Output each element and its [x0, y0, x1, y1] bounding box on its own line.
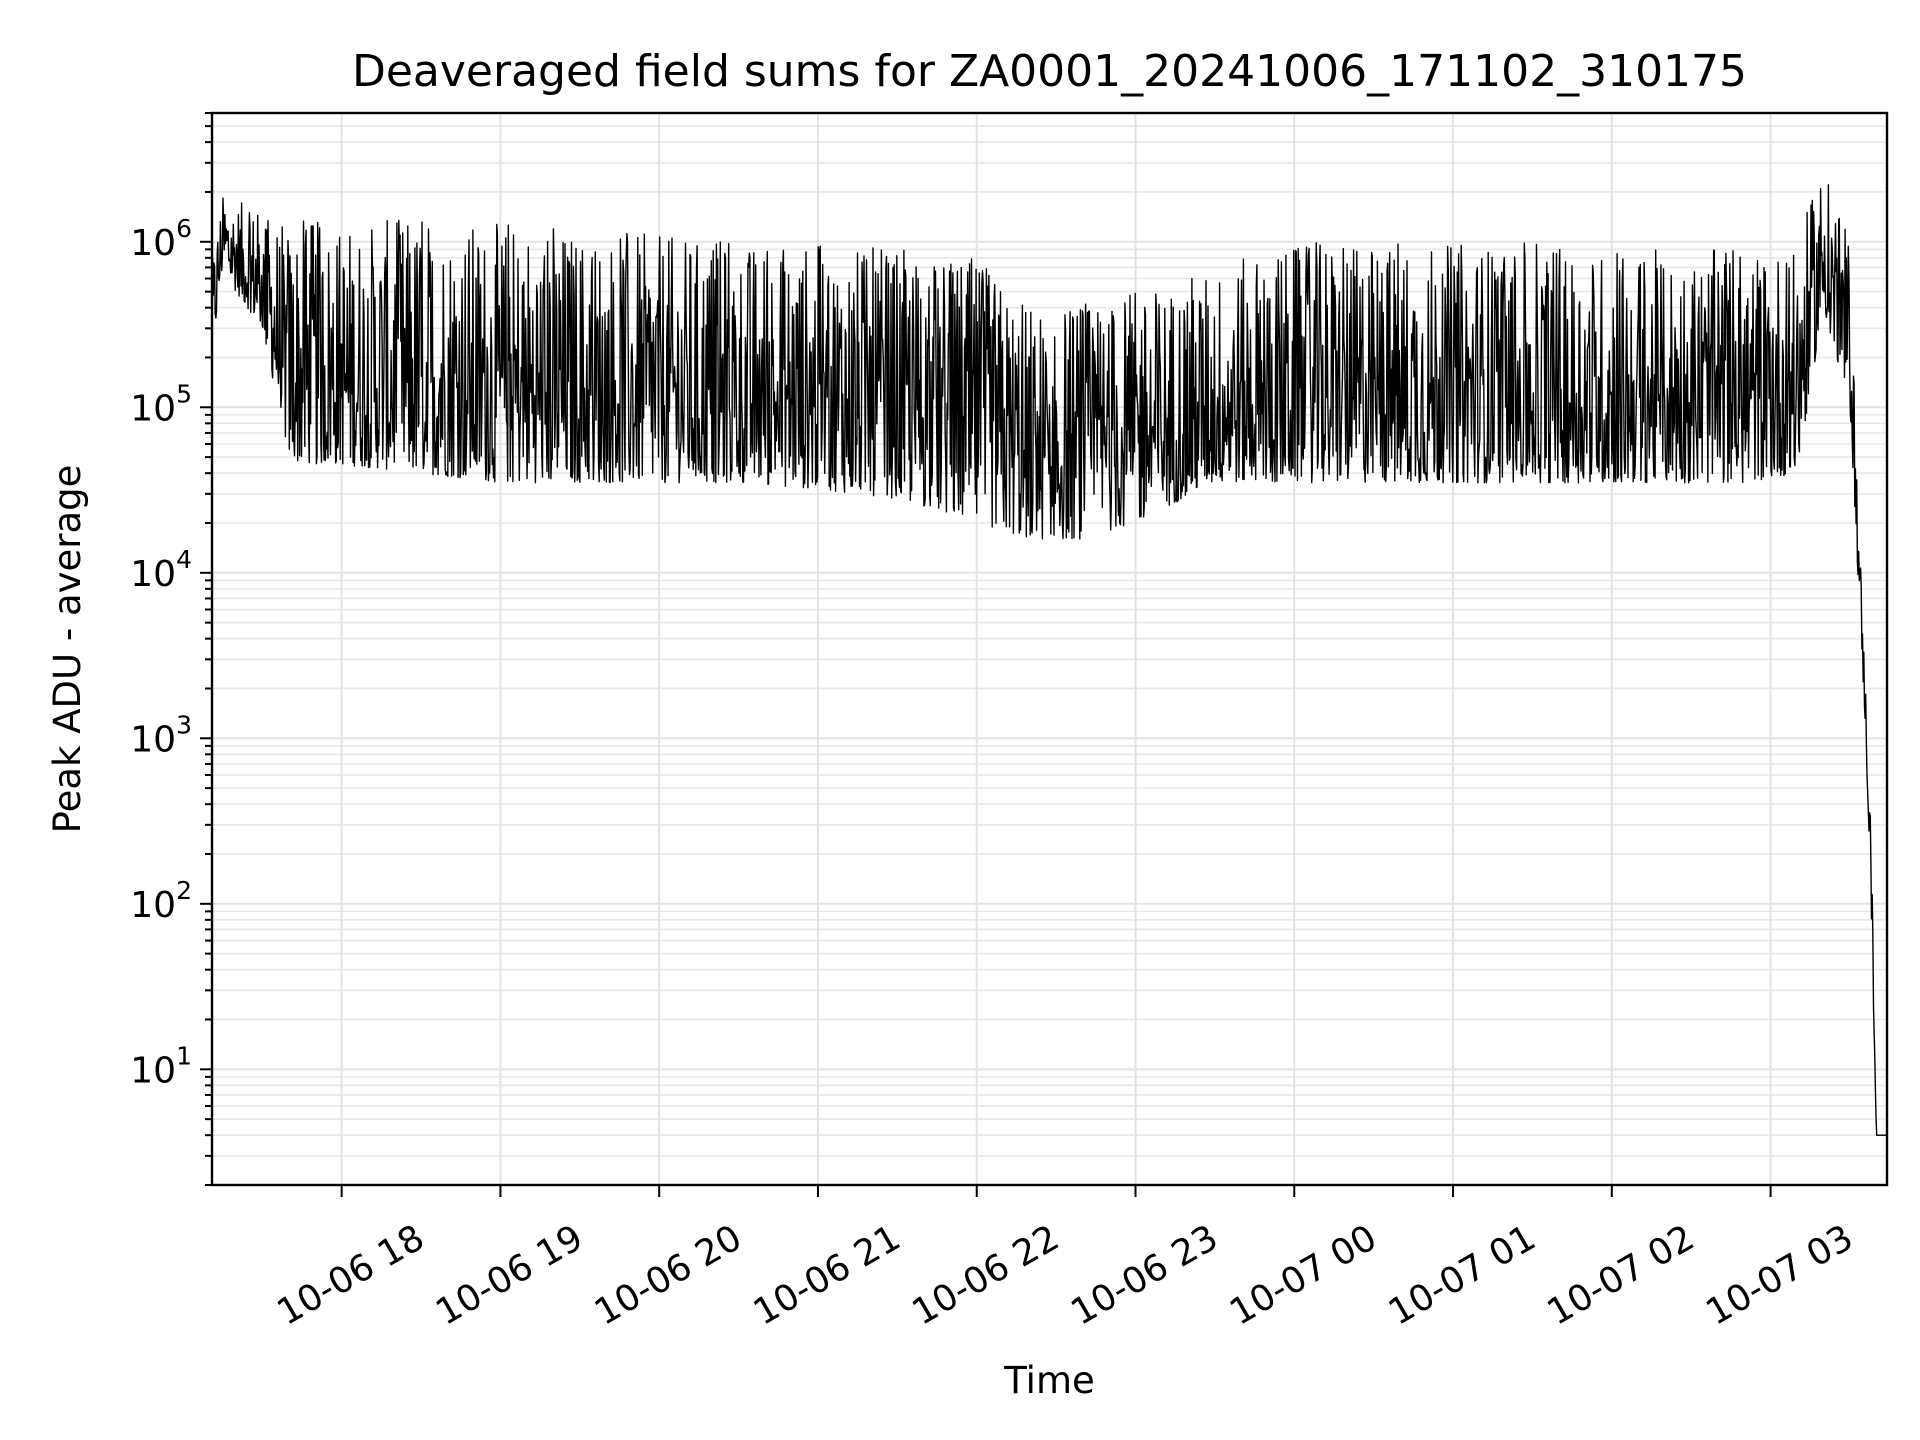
y-tick-label: 102 — [130, 876, 192, 926]
x-tick-label: 10-07 02 — [1541, 1217, 1702, 1333]
y-tick-label: 105 — [130, 379, 192, 429]
x-tick-label: 10-06 20 — [588, 1217, 749, 1333]
x-tick-label: 10-06 23 — [1064, 1217, 1225, 1333]
y-tick-label: 101 — [130, 1041, 192, 1091]
x-axis-label: Time — [1003, 1359, 1095, 1402]
y-tick-label: 104 — [130, 545, 192, 595]
x-tick-label: 10-06 21 — [747, 1217, 908, 1333]
y-tick-label: 103 — [130, 710, 192, 760]
y-tick-label: 106 — [130, 214, 192, 264]
series-layer — [211, 184, 1888, 1136]
series-line — [211, 184, 1888, 1136]
x-tick-label: 10-06 19 — [429, 1217, 590, 1333]
x-tick-label: 10-06 18 — [270, 1217, 431, 1333]
chart-title: Deaveraged field sums for ZA0001_2024100… — [352, 46, 1747, 97]
plot-frame — [210, 111, 1889, 1187]
x-tick-label: 10-07 01 — [1382, 1217, 1543, 1333]
x-tick-label: 10-07 00 — [1223, 1217, 1384, 1333]
grid — [212, 112, 1887, 1186]
x-tick-label: 10-07 03 — [1699, 1217, 1860, 1333]
y-axis-label: Peak ADU - average — [46, 465, 89, 834]
x-tick-label: 10-06 22 — [906, 1217, 1067, 1333]
